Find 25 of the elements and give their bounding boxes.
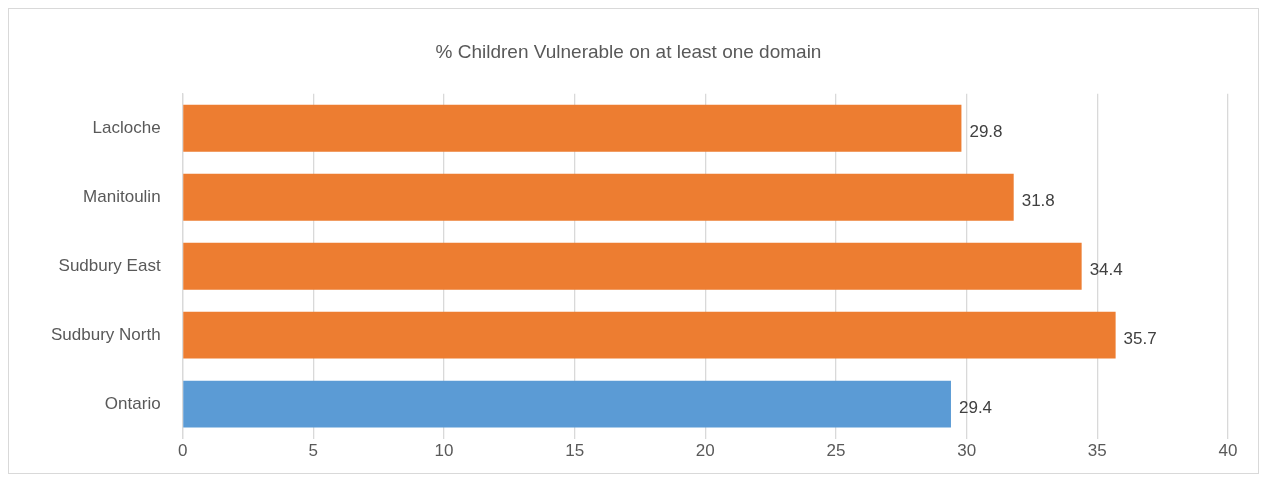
bar [183, 380, 951, 428]
x-tick-label: 25 [826, 441, 846, 461]
bar [183, 104, 962, 152]
x-tick-label: 5 [308, 441, 319, 461]
x-tick-label: 35 [1087, 441, 1107, 461]
y-tick-label: Ontario [104, 393, 161, 413]
x-tick-label: 20 [695, 441, 715, 461]
x-tick-label: 15 [565, 441, 585, 461]
y-tick-label: Sudbury North [50, 324, 161, 344]
y-tick-label: Lacloche [92, 117, 161, 137]
data-label: 29.4 [958, 397, 993, 417]
y-tick-label: Sudbury East [58, 255, 161, 275]
y-tick-label: Manitoulin [83, 186, 161, 206]
x-tick-label: 30 [957, 441, 977, 461]
bar [183, 173, 1014, 221]
data-label: 35.7 [1123, 328, 1157, 348]
data-label: 29.8 [969, 121, 1003, 141]
bar [183, 311, 1116, 359]
bar [183, 242, 1082, 290]
data-label: 31.8 [1021, 190, 1055, 210]
chart-title: % Children Vulnerable on at least one domain [435, 40, 822, 62]
x-tick-label: 10 [434, 441, 454, 461]
x-tick-label: 0 [177, 441, 188, 461]
data-label: 34.4 [1089, 259, 1123, 279]
x-tick-label: 40 [1218, 441, 1238, 461]
